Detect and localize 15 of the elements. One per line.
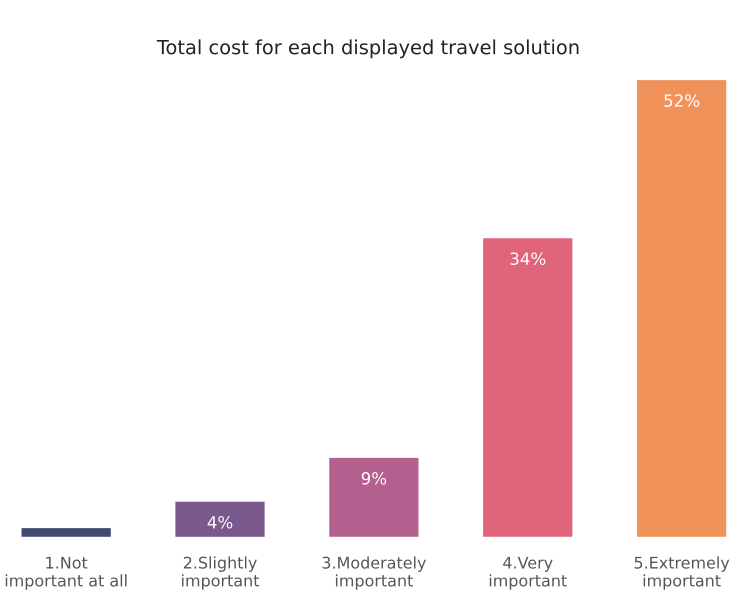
x-tick-label: 4.Very important bbox=[490, 556, 567, 590]
x-tick-label: 3.Moderately important bbox=[322, 556, 426, 590]
data-label: 34% bbox=[510, 252, 546, 266]
x-tick-label: 2.Slightly important bbox=[182, 556, 260, 590]
bar bbox=[175, 502, 265, 537]
bar bbox=[483, 238, 572, 537]
bar bbox=[636, 80, 726, 537]
chart-title: Total cost for each displayed travel solution bbox=[156, 39, 578, 58]
data-label: 9% bbox=[362, 472, 386, 485]
x-tick-label: 5.Extremely important bbox=[634, 556, 730, 590]
x-tick-label: 1.Not important at all bbox=[6, 556, 127, 590]
bar bbox=[329, 458, 419, 537]
data-label: 4% bbox=[208, 516, 232, 529]
bar bbox=[22, 528, 111, 537]
data-label: 52% bbox=[664, 94, 700, 107]
